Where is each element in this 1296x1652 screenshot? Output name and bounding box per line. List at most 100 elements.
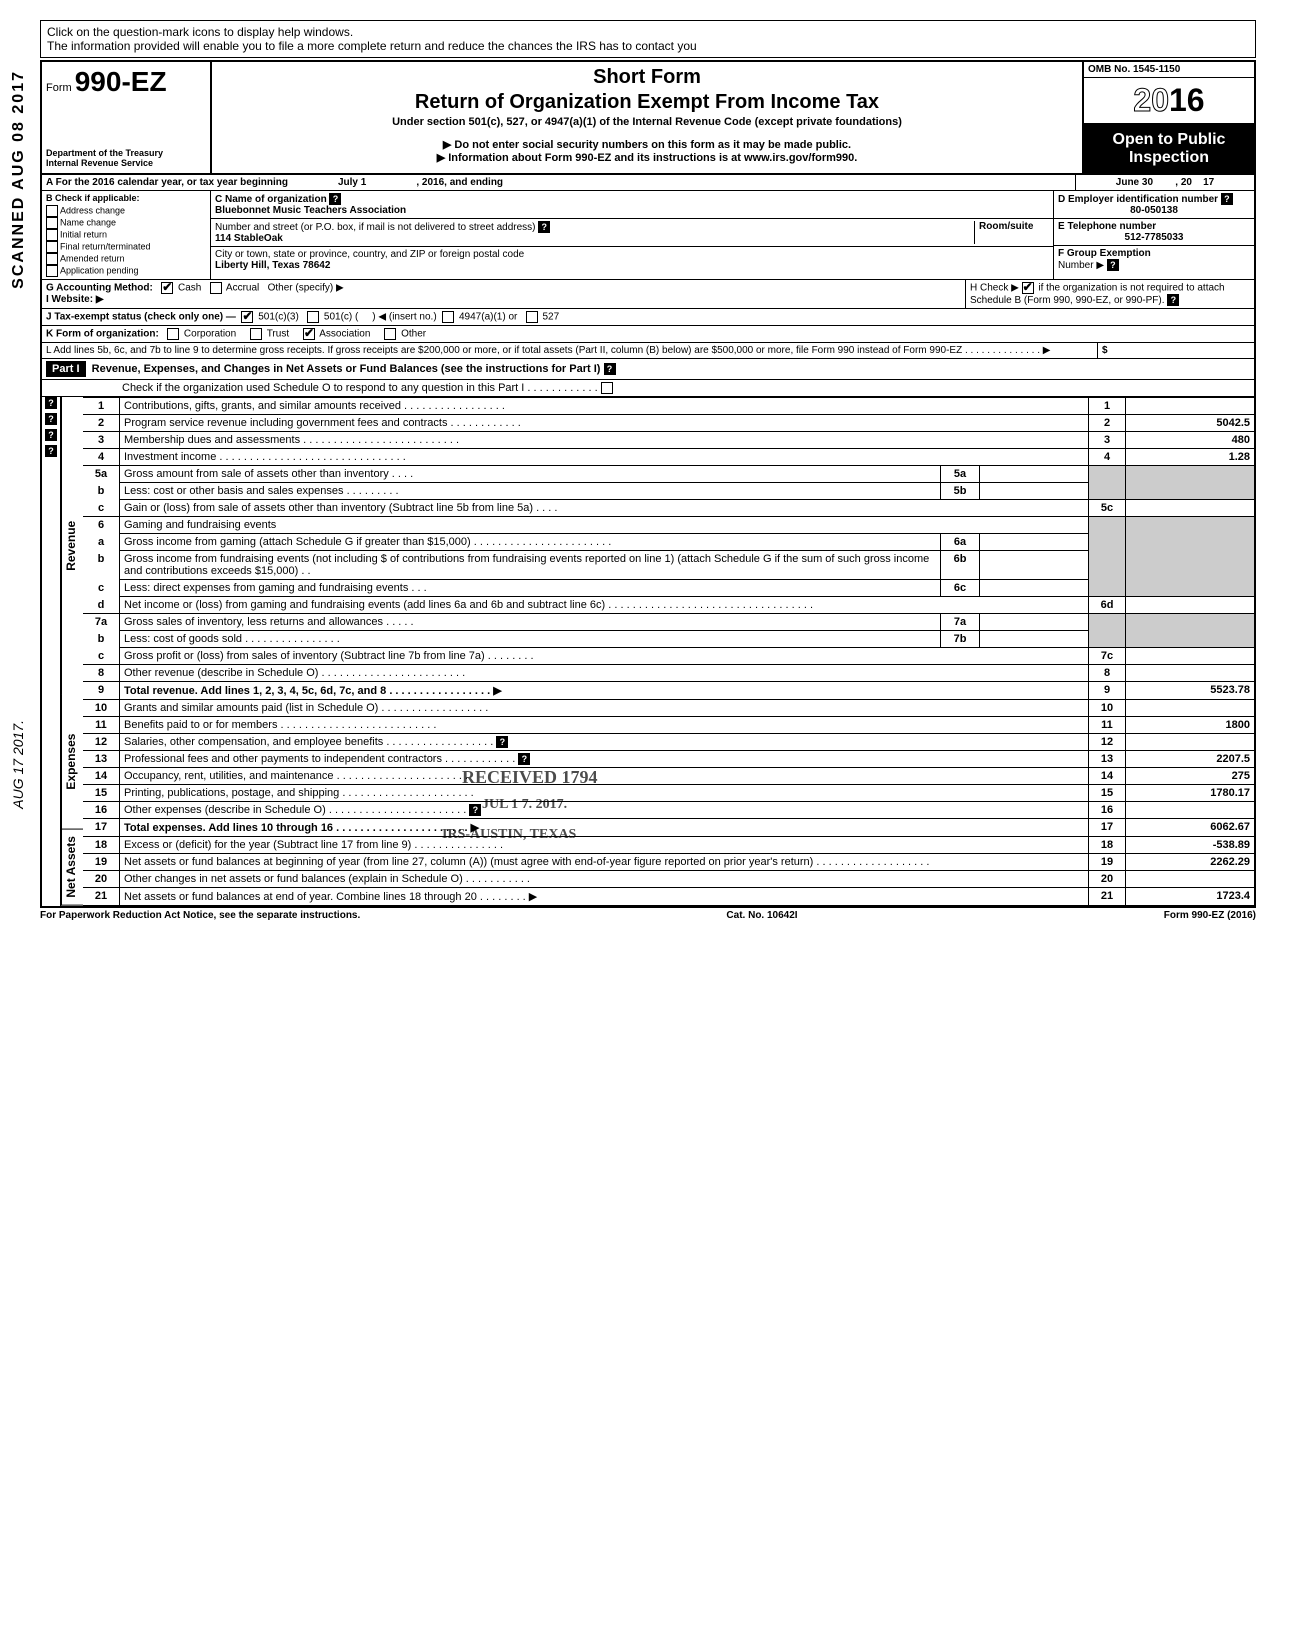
- rv-15[interactable]: 1780.17: [1126, 785, 1255, 802]
- rv-9[interactable]: 5523.78: [1126, 682, 1255, 700]
- row-a-mid: , 2016, and ending: [416, 177, 503, 188]
- part1-title: Revenue, Expenses, and Changes in Net As…: [92, 363, 601, 375]
- check-h[interactable]: [1022, 282, 1034, 294]
- rv-19[interactable]: 2262.29: [1126, 854, 1255, 871]
- rv-5c[interactable]: [1126, 500, 1255, 517]
- ld-7b: Less: cost of goods sold . . . . . . . .…: [120, 631, 941, 648]
- rn-18: 18: [1089, 837, 1126, 854]
- help-icon[interactable]: ?: [45, 445, 57, 457]
- rv-4[interactable]: 1.28: [1126, 449, 1255, 466]
- check-initial[interactable]: [46, 229, 58, 241]
- ld-12: Salaries, other compensation, and employ…: [124, 736, 493, 748]
- row-a: A For the 2016 calendar year, or tax yea…: [42, 175, 1075, 190]
- rv-21[interactable]: 1723.4: [1126, 888, 1255, 906]
- short-form-title: Short Form: [218, 66, 1076, 89]
- help-icon[interactable]: ?: [1167, 294, 1179, 306]
- rv-16[interactable]: [1126, 802, 1255, 819]
- rv-17[interactable]: 6062.67: [1126, 819, 1255, 837]
- street-value: 114 StableOak: [215, 233, 283, 244]
- rv-18[interactable]: -538.89: [1126, 837, 1255, 854]
- rv-3[interactable]: 480: [1126, 432, 1255, 449]
- help-icon[interactable]: ?: [1221, 193, 1233, 205]
- check-cash[interactable]: [161, 282, 173, 294]
- rv-6d[interactable]: [1126, 597, 1255, 614]
- rv-8[interactable]: [1126, 665, 1255, 682]
- rv-7c[interactable]: [1126, 648, 1255, 665]
- check-name[interactable]: [46, 217, 58, 229]
- phone-value: 512-7785033: [1125, 232, 1184, 243]
- scanned-stamp: SCANNED AUG 08 2017: [10, 70, 28, 289]
- ld-8: Other revenue (describe in Schedule O) .…: [120, 665, 1089, 682]
- ln-17: 17: [83, 819, 120, 837]
- mv-5a[interactable]: [980, 466, 1089, 483]
- check-527[interactable]: [526, 311, 538, 323]
- mv-7a[interactable]: [980, 614, 1089, 631]
- help-icon[interactable]: ?: [45, 429, 57, 441]
- help-icon[interactable]: ?: [538, 221, 550, 233]
- row-a-yr-prefix: , 20: [1175, 177, 1192, 188]
- rv-10[interactable]: [1126, 700, 1255, 717]
- ln-5a: 5a: [83, 466, 120, 483]
- rv-14[interactable]: 275: [1126, 768, 1255, 785]
- ld-13: Professional fees and other payments to …: [124, 753, 515, 765]
- check-pending[interactable]: [46, 265, 58, 277]
- ld-14: Occupancy, rent, utilities, and maintena…: [120, 768, 1089, 785]
- check-501c[interactable]: [307, 311, 319, 323]
- rn-12: 12: [1089, 734, 1126, 751]
- check-assoc[interactable]: [303, 328, 315, 340]
- return-title: Return of Organization Exempt From Incom…: [218, 91, 1076, 114]
- check-trust[interactable]: [250, 328, 262, 340]
- ln-7b: b: [83, 631, 120, 648]
- section-b: B Check if applicable: Address change Na…: [42, 191, 211, 279]
- b-item-4: Amended return: [60, 253, 125, 263]
- form-number: 990-EZ: [75, 66, 167, 97]
- j-label: J Tax-exempt status (check only one) —: [46, 312, 236, 323]
- ln-16: 16: [83, 802, 120, 819]
- ln-6a: a: [83, 534, 120, 551]
- ln-3: 3: [83, 432, 120, 449]
- check-501c3[interactable]: [241, 311, 253, 323]
- dept-irs: Internal Revenue Service: [46, 159, 206, 169]
- ln-7c: c: [83, 648, 120, 665]
- help-icon[interactable]: ?: [469, 804, 481, 816]
- under-section: Under section 501(c), 527, or 4947(a)(1)…: [218, 116, 1076, 128]
- mv-5b[interactable]: [980, 483, 1089, 500]
- help-icon[interactable]: ?: [518, 753, 530, 765]
- rv-13[interactable]: 2207.5: [1126, 751, 1255, 768]
- rv-2[interactable]: 5042.5: [1126, 415, 1255, 432]
- rv-20[interactable]: [1126, 871, 1255, 888]
- rn-16: 16: [1089, 802, 1126, 819]
- check-address[interactable]: [46, 205, 58, 217]
- check-final[interactable]: [46, 241, 58, 253]
- ld-6a: Gross income from gaming (attach Schedul…: [120, 534, 941, 551]
- ssn-warning: ▶ Do not enter social security numbers o…: [218, 138, 1076, 151]
- h-text: H Check ▶: [970, 283, 1019, 294]
- mv-6a[interactable]: [980, 534, 1089, 551]
- form-990ez: Form 990-EZ Department of the Treasury I…: [40, 60, 1256, 908]
- info-link: ▶ Information about Form 990-EZ and its …: [218, 151, 1076, 164]
- mv-6b[interactable]: [980, 551, 1089, 580]
- check-4947[interactable]: [442, 311, 454, 323]
- help-icon[interactable]: ?: [604, 363, 616, 375]
- help-icon[interactable]: ?: [496, 736, 508, 748]
- mn-5b: 5b: [941, 483, 980, 500]
- check-schedule-o[interactable]: [601, 382, 613, 394]
- check-amended[interactable]: [46, 253, 58, 265]
- help-icon[interactable]: ?: [1107, 259, 1119, 271]
- vert-expenses: Expenses: [61, 695, 83, 830]
- mv-6c[interactable]: [980, 580, 1089, 597]
- b-label: B Check if applicable:: [46, 193, 140, 203]
- rn-2: 2: [1089, 415, 1126, 432]
- help-icon[interactable]: ?: [45, 413, 57, 425]
- check-accrual[interactable]: [210, 282, 222, 294]
- rv-11[interactable]: 1800: [1126, 717, 1255, 734]
- rv-12[interactable]: [1126, 734, 1255, 751]
- rn-5c: 5c: [1089, 500, 1126, 517]
- org-name: Bluebonnet Music Teachers Association: [215, 205, 406, 216]
- check-corp[interactable]: [167, 328, 179, 340]
- help-icon[interactable]: ?: [45, 397, 57, 409]
- check-other-org[interactable]: [384, 328, 396, 340]
- rv-1[interactable]: [1126, 398, 1255, 415]
- help-icon[interactable]: ?: [329, 193, 341, 205]
- mv-7b[interactable]: [980, 631, 1089, 648]
